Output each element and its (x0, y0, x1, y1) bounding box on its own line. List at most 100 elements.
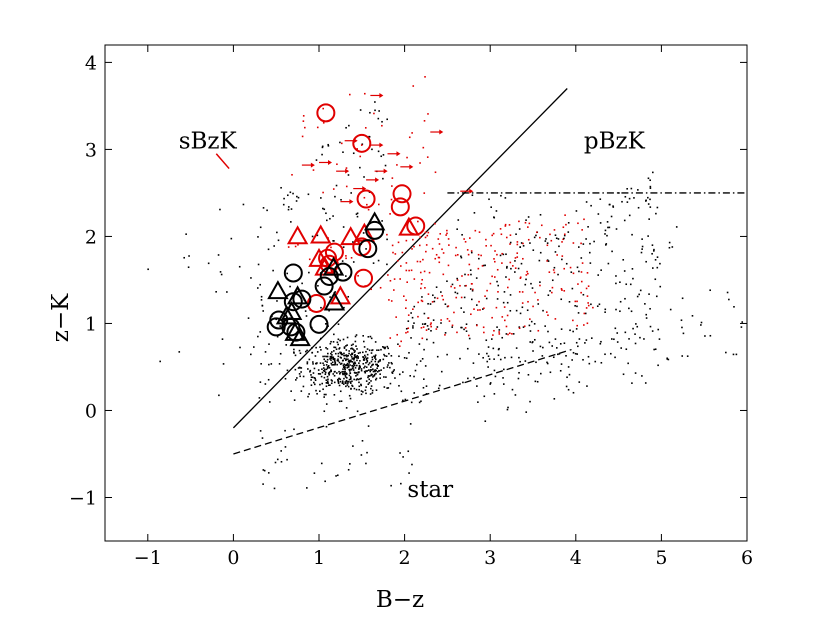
data-point (340, 142, 343, 145)
data-point (401, 251, 404, 254)
data-point (298, 373, 301, 375)
data-point (345, 345, 347, 347)
data-point (365, 366, 368, 369)
data-point (320, 462, 323, 465)
data-point (476, 304, 478, 306)
data-point (508, 332, 511, 335)
data-point (315, 159, 318, 161)
data-point (344, 370, 346, 373)
data-point (314, 379, 317, 382)
data-point (285, 344, 288, 346)
data-point (332, 373, 335, 375)
data-point (654, 258, 657, 261)
data-point (512, 265, 514, 267)
data-point (582, 243, 585, 245)
data-point (588, 362, 591, 365)
data-point (504, 319, 506, 322)
x-tick-label: 2 (399, 547, 411, 569)
data-point (388, 299, 390, 301)
data-point (410, 312, 412, 314)
data-point (347, 174, 350, 176)
data-point (465, 284, 467, 287)
data-point (373, 373, 376, 376)
data-point (330, 370, 333, 373)
data-point (330, 356, 332, 358)
data-point (344, 354, 346, 357)
data-point (506, 314, 509, 317)
data-point (359, 366, 361, 368)
data-point (412, 325, 414, 327)
data-point (319, 346, 321, 348)
data-point (337, 323, 340, 326)
data-point (535, 234, 537, 237)
data-point (370, 387, 372, 390)
data-point (257, 335, 259, 338)
data-point (555, 347, 558, 349)
data-point (355, 355, 357, 358)
data-point (417, 301, 419, 304)
data-point (482, 308, 484, 310)
data-point (333, 374, 336, 377)
data-point (294, 245, 297, 248)
data-point (553, 271, 556, 274)
data-point (353, 387, 356, 390)
data-point (577, 312, 580, 314)
data-point (469, 269, 472, 271)
data-point (491, 275, 493, 278)
data-point (386, 387, 388, 389)
data-point (580, 271, 583, 273)
data-point (339, 363, 342, 365)
data-point (489, 383, 492, 385)
data-point (409, 423, 412, 425)
data-point (518, 327, 521, 330)
data-point (346, 355, 348, 358)
data-point (467, 377, 469, 380)
data-point (354, 372, 356, 374)
data-point (460, 326, 462, 329)
data-point (290, 390, 292, 392)
data-point (589, 242, 591, 245)
data-point (334, 352, 337, 355)
data-point (337, 355, 340, 358)
data-markers (215, 92, 474, 347)
data-point (354, 335, 357, 338)
data-point (451, 326, 454, 328)
data-point (539, 345, 542, 348)
data-point (353, 357, 355, 360)
data-point (625, 283, 628, 286)
data-point (656, 256, 659, 258)
data-point (362, 391, 364, 393)
data-point (333, 359, 336, 362)
data-point (546, 260, 548, 262)
data-point (547, 260, 550, 262)
data-point (417, 315, 419, 318)
data-point (405, 239, 408, 242)
data-point (263, 469, 266, 472)
data-point (337, 382, 340, 384)
data-point (345, 359, 347, 362)
data-point (637, 189, 639, 191)
data-point (477, 401, 479, 403)
data-point (655, 295, 658, 298)
data-point (425, 244, 428, 246)
data-point (655, 212, 657, 215)
data-point (556, 254, 558, 256)
data-point (386, 263, 388, 266)
data-point (599, 342, 602, 345)
data-point (323, 396, 325, 398)
data-point (506, 301, 509, 304)
arrow-head (353, 138, 358, 144)
data-point (507, 333, 509, 336)
data-point (359, 360, 361, 362)
data-point (354, 354, 356, 356)
data-point (651, 244, 654, 246)
data-point (515, 309, 518, 312)
y-tick-label: 3 (85, 139, 97, 161)
data-point (344, 364, 347, 366)
data-point (461, 233, 463, 236)
data-point (568, 373, 571, 376)
data-point (422, 258, 424, 261)
data-point (322, 207, 324, 210)
data-point (345, 385, 347, 388)
data-point (539, 251, 542, 254)
